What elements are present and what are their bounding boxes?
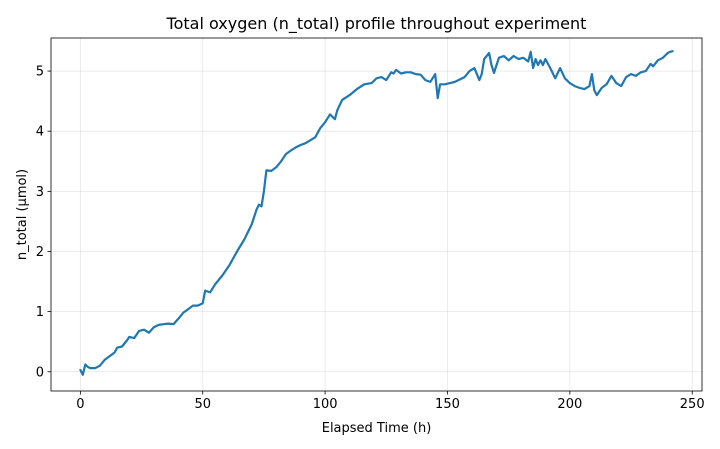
x-tick-label: 150	[435, 397, 460, 412]
chart-title: Total oxygen (n_total) profile throughou…	[166, 14, 587, 34]
x-tick-label: 0	[76, 397, 84, 412]
x-tick-label: 200	[557, 397, 582, 412]
x-tick-label: 250	[680, 397, 705, 412]
x-axis-label: Elapsed Time (h)	[322, 421, 432, 436]
y-tick-label: 1	[36, 305, 44, 320]
plot-frame	[50, 37, 703, 392]
y-axis-label: n_total (µmol)	[15, 169, 30, 260]
x-tick-label: 100	[313, 397, 338, 412]
y-tick-label: 2	[36, 245, 44, 260]
line-layer	[79, 50, 674, 376]
y-tick-label: 0	[36, 365, 44, 380]
x-tick-label: 50	[194, 397, 211, 412]
grid-layer	[51, 38, 702, 391]
y-tick-label: 3	[36, 185, 44, 200]
y-tick-label: 5	[36, 65, 44, 80]
y-tick-label: 4	[36, 125, 44, 140]
series-line	[79, 50, 674, 376]
tick-layer: 0 50 100 150 200 250 0 1 2 3 4 5	[36, 65, 705, 412]
